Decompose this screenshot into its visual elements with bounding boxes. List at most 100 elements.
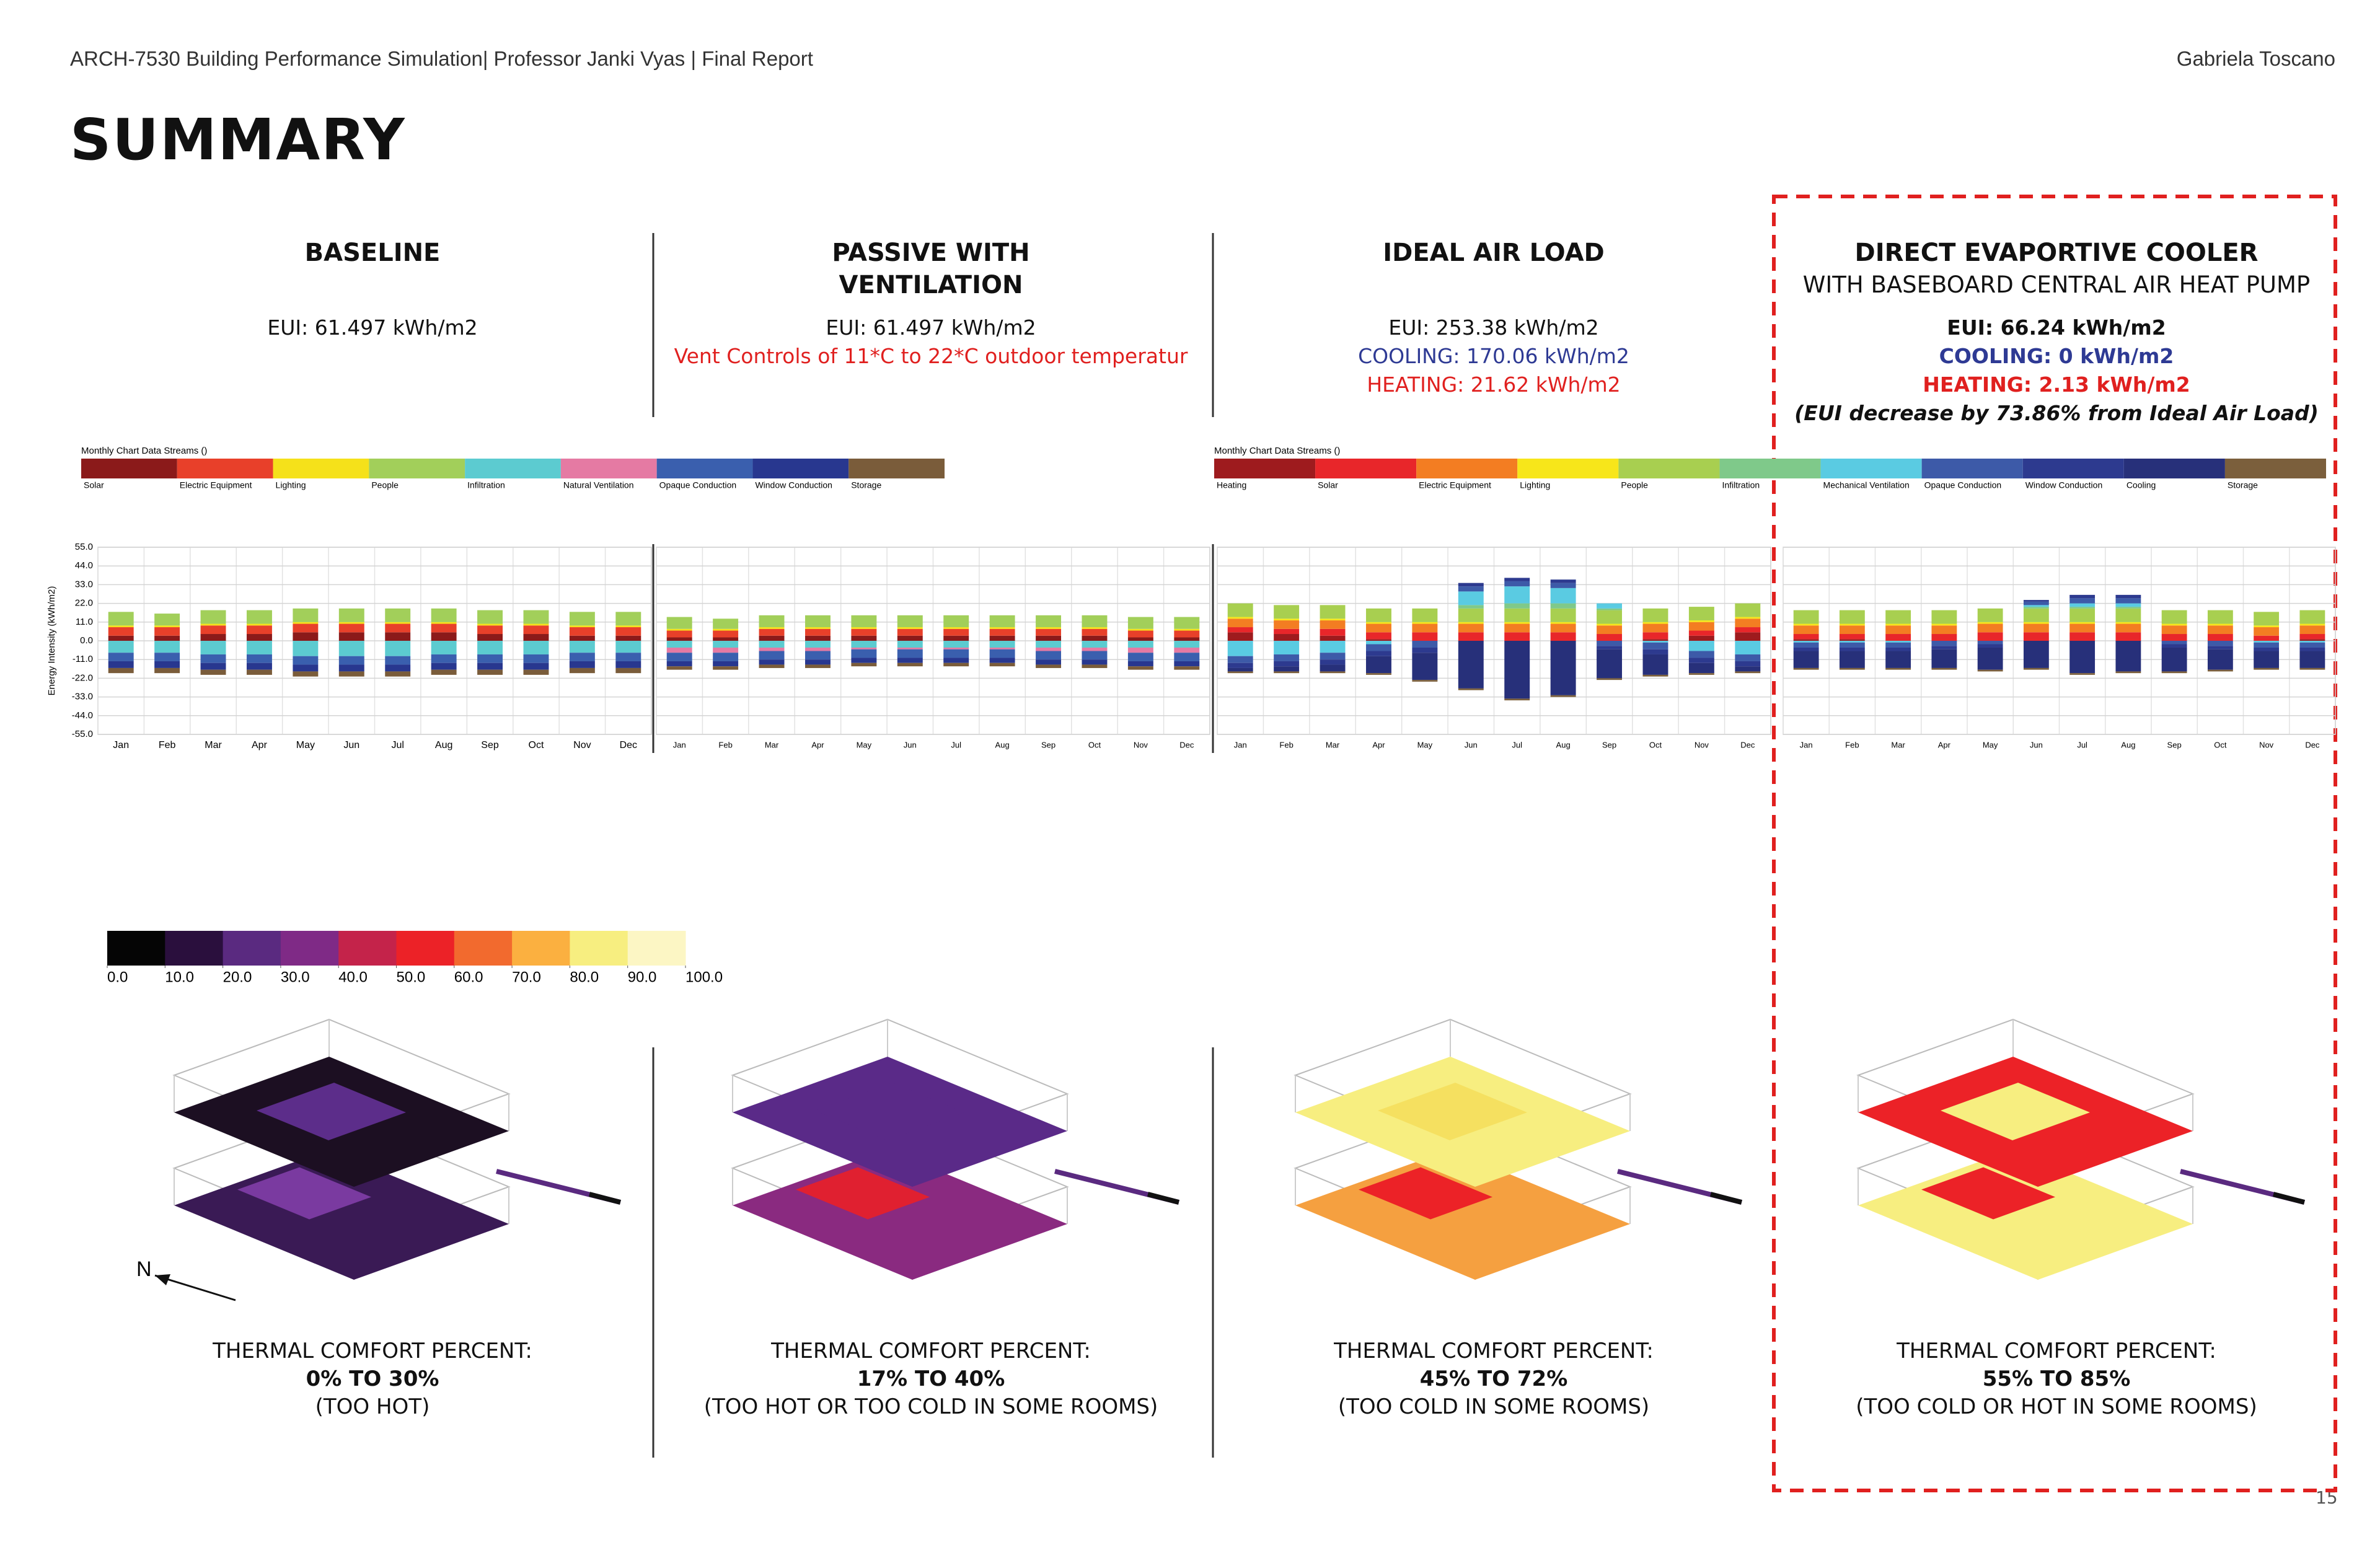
legend-swatch — [1517, 459, 1619, 478]
bar-segment — [385, 622, 411, 624]
north-arrow: N — [136, 1257, 236, 1301]
bar-segment — [804, 615, 831, 628]
scale-tick-label: 50.0 — [397, 969, 426, 985]
bar-segment — [2069, 607, 2096, 609]
x-tick-label: Sep — [481, 740, 499, 750]
x-tick-label: Jul — [391, 740, 403, 750]
bar-segment — [1082, 659, 1108, 665]
bar-segment — [1735, 632, 1761, 641]
bar-segment — [2069, 608, 2096, 622]
bar-segment — [154, 627, 180, 636]
x-tick-label: Nov — [573, 740, 591, 750]
legend-swatch — [1719, 459, 1821, 478]
legend-label: Opaque Conduction — [1924, 480, 2002, 490]
bar-segment — [2207, 623, 2233, 626]
bar-segment — [1174, 661, 1200, 667]
bar-segment — [338, 656, 364, 665]
result-lines: EUI: 61.497 kWh/m2 — [94, 314, 651, 342]
bar-segment — [2069, 598, 2096, 604]
bar-segment — [1688, 651, 1714, 658]
bar-segment — [293, 664, 319, 672]
bar-segment — [943, 635, 969, 641]
bar-segment — [1885, 642, 1911, 648]
bar-segment — [1174, 637, 1200, 641]
y-tick-label: -55.0 — [72, 729, 93, 739]
bar-segment — [615, 641, 641, 653]
author: Gabriela Toscano — [2176, 47, 2335, 70]
bar-segment — [851, 649, 877, 658]
floor-zone — [1921, 1167, 2055, 1220]
bar-segment — [615, 627, 641, 636]
title-block: BASELINE — [94, 237, 651, 301]
bar-segment — [2161, 610, 2187, 624]
bar-segment — [385, 671, 411, 677]
bar-segment — [2207, 641, 2233, 646]
bar-segment — [1504, 632, 1530, 641]
bar-segment — [2023, 623, 2049, 633]
x-tick-label: Apr — [1372, 740, 1385, 749]
legend-label: Opaque Conduction — [659, 480, 737, 490]
bar-segment — [1127, 653, 1153, 661]
bar-segment — [1174, 666, 1200, 670]
bar-segment — [2299, 625, 2325, 635]
bar-segment — [1274, 634, 1300, 641]
bar-segment — [1365, 623, 1391, 633]
scale-swatch — [223, 931, 281, 966]
floor-zone — [237, 1167, 371, 1220]
bar-segment — [523, 625, 549, 635]
bar-segment — [246, 625, 272, 635]
bar-segment — [154, 614, 180, 626]
x-tick-label: Dec — [2305, 740, 2320, 749]
bar-segment — [2069, 622, 2096, 624]
bar-segment — [1688, 658, 1714, 663]
bar-segment — [1320, 664, 1346, 672]
bar-segment — [569, 667, 595, 674]
bar-segment — [989, 647, 1015, 649]
bar-segment — [1127, 647, 1153, 653]
highlight-box — [1772, 195, 2337, 1492]
bar-segment — [943, 628, 969, 636]
bar-segment — [1793, 639, 1819, 641]
x-tick-label: Oct — [1649, 740, 1662, 749]
stacked-bar-chart: Jan Feb Mar Apr May Jun Jul Aug Sep Oct Nov Dec — [1783, 547, 2336, 749]
bar-segment — [2115, 607, 2141, 609]
bar-segment — [200, 625, 226, 635]
bar-segment — [338, 622, 364, 624]
bar-segment — [2161, 634, 2187, 641]
bar-segment — [713, 628, 739, 631]
bar-segment — [569, 653, 595, 661]
scale-tick-label: 70.0 — [512, 969, 541, 985]
floor-slab — [1295, 1150, 1630, 1280]
x-tick-label: Jul — [951, 740, 961, 749]
bar-segment — [293, 623, 319, 633]
bar-segment — [1597, 608, 1623, 610]
bar-segment — [1642, 642, 1668, 649]
bar-segment — [1458, 632, 1484, 641]
bar-segment — [385, 623, 411, 633]
bar-segment — [1127, 617, 1153, 629]
bar-segment — [1839, 625, 1865, 635]
x-tick-label: Apr — [811, 740, 824, 749]
bar-segment — [2207, 649, 2233, 670]
bar-segment — [338, 671, 364, 677]
bar-segment — [477, 634, 503, 641]
bar-segment — [2023, 608, 2049, 622]
bar-segment — [1793, 647, 1819, 651]
y-axis-label: Energy Intensity (kWh/m2) — [46, 586, 57, 696]
column-header: PASSIVE WITH VENTILATION EUI: 61.497 kWh/m… — [652, 237, 1210, 371]
scale-swatch — [338, 931, 397, 966]
bar-segment — [851, 641, 877, 648]
bar-segment — [246, 641, 272, 654]
y-tick-label: -22.0 — [72, 672, 93, 683]
bar-segment — [713, 661, 739, 667]
legend-swatch — [465, 459, 561, 478]
bar-segment — [1036, 635, 1062, 641]
bar-segment — [2254, 642, 2280, 648]
floor-zone — [815, 1083, 964, 1140]
bar-segment — [1688, 635, 1714, 641]
bar-segment — [2299, 610, 2325, 624]
bar-segment — [1174, 647, 1200, 653]
floor-slab — [1858, 1150, 2193, 1280]
legend-swatch — [1921, 459, 2023, 478]
bar-segment — [200, 623, 226, 626]
